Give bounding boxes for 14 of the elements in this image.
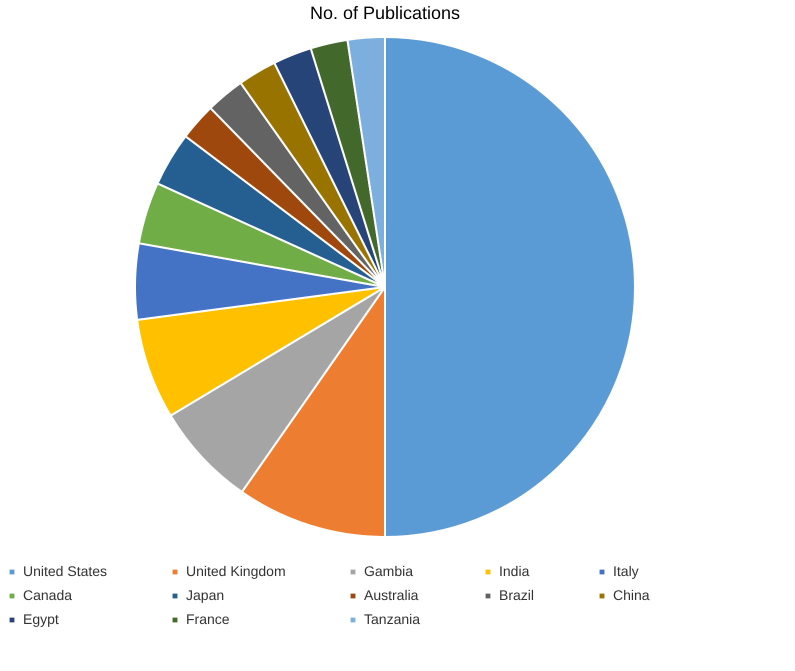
legend-label: France bbox=[186, 611, 230, 627]
legend-label: United States bbox=[23, 563, 108, 579]
legend-label: Canada bbox=[23, 587, 72, 603]
chart-title: No. of Publications bbox=[310, 3, 460, 23]
legend-label: India bbox=[499, 563, 530, 579]
legend-label: Tanzania bbox=[364, 611, 420, 627]
legend-label: Japan bbox=[186, 587, 224, 603]
legend-label: Egypt bbox=[23, 611, 59, 627]
legend-label: China bbox=[613, 587, 650, 603]
legend-label: United Kingdom bbox=[186, 563, 286, 579]
legend-label: Australia bbox=[364, 587, 419, 603]
legend-label: Italy bbox=[613, 563, 639, 579]
legend-label: Gambia bbox=[364, 563, 414, 579]
legend-label: Brazil bbox=[499, 587, 534, 603]
